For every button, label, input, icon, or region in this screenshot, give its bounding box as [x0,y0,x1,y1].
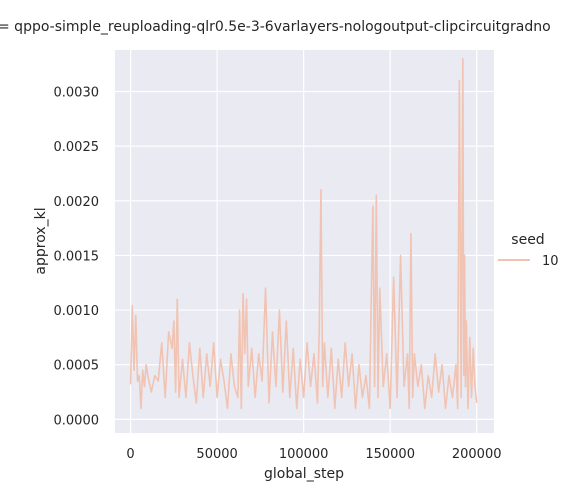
x-axis-ticks: 0 50000 100000 150000 200000 [126,447,501,462]
legend: seed 10 [498,232,559,269]
x-tick-label: 50000 [196,447,237,462]
series-line-10 [129,57,478,410]
chart-title: = qppo-simple_reuploading-qlr0.5e-3-6var… [0,19,551,35]
y-tick-label: 0.0005 [54,359,100,374]
y-axis-ticks: 0.0000 0.0005 0.0010 0.0015 0.0020 0.0025 0.00… [54,86,100,429]
x-tick-label: 0 [126,447,134,462]
x-tick-label: 150000 [365,447,415,462]
x-axis-label: global_step [264,466,344,482]
y-tick-label: 0.0010 [54,304,100,319]
y-tick-label: 0.0025 [54,140,100,155]
y-tick-label: 0.0030 [54,86,100,101]
y-tick-label: 0.0015 [54,249,100,264]
y-tick-label: 0.0000 [54,413,100,428]
x-tick-label: 200000 [452,447,502,462]
y-axis-label: approx_kl [33,207,49,274]
legend-title: seed [511,232,544,248]
series-lines [129,57,478,410]
legend-entry: 10 [542,254,559,269]
y-tick-label: 0.0020 [54,195,100,210]
x-tick-label: 100000 [279,447,329,462]
